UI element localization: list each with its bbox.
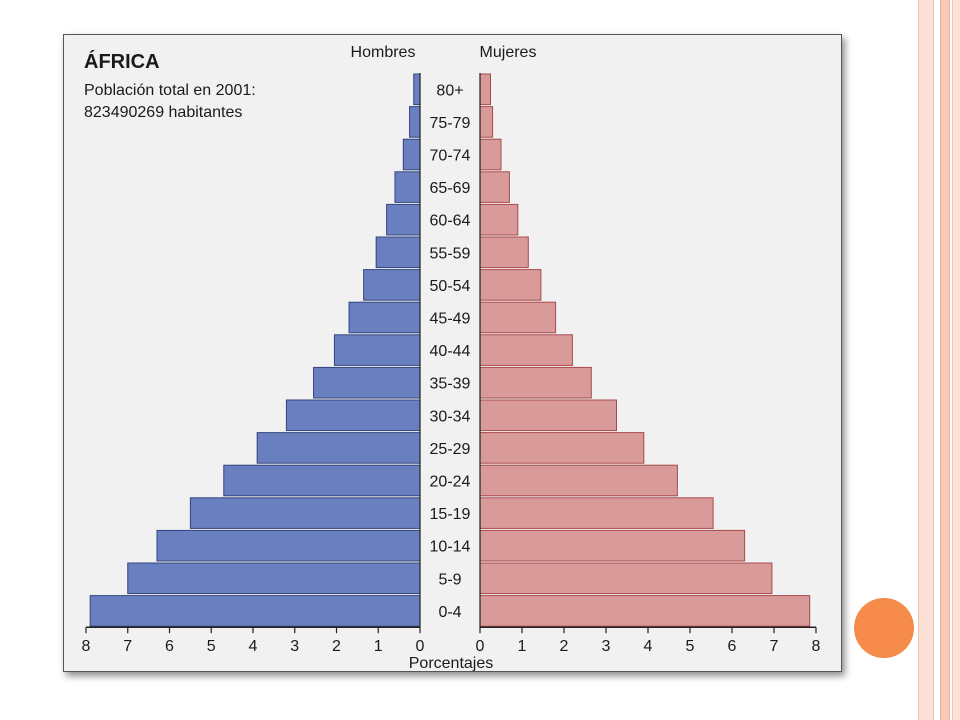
bar-women-65-69 bbox=[479, 171, 510, 203]
bar-women-15-19 bbox=[479, 497, 714, 529]
age-group-label: 35-39 bbox=[430, 376, 471, 393]
bar-men-65-69 bbox=[394, 171, 421, 203]
x-tick-label: 5 bbox=[686, 638, 695, 655]
bar-women-30-34 bbox=[479, 399, 617, 432]
x-tick-label: 0 bbox=[416, 638, 425, 655]
x-tick-label: 6 bbox=[728, 638, 737, 655]
age-group-label: 45-49 bbox=[430, 311, 471, 328]
x-tick-label: 7 bbox=[770, 638, 779, 655]
bar-men-50-54 bbox=[363, 269, 421, 301]
decorative-stripe bbox=[918, 0, 934, 720]
age-group-label: 15-19 bbox=[430, 506, 471, 523]
bar-women-60-64 bbox=[479, 203, 519, 236]
series-women-bars bbox=[479, 73, 811, 627]
bar-women-35-39 bbox=[479, 366, 592, 399]
series-men-bars bbox=[89, 73, 421, 627]
population-pyramid-chart: ÁFRICA Población total en 2001: 82349026… bbox=[82, 44, 821, 671]
x-tick-label: 7 bbox=[123, 638, 132, 655]
x-axes: 8 7 6 5 4 3 2 1 0 0 1 2 3 4 5 6 7 8 bbox=[82, 73, 821, 655]
bar-women-20-24 bbox=[479, 464, 678, 497]
bar-women-45-49 bbox=[479, 301, 557, 334]
x-tick-label: 0 bbox=[476, 638, 485, 655]
bar-women-40-44 bbox=[479, 334, 573, 366]
bar-men-60-64 bbox=[386, 203, 421, 236]
x-axis-label: Porcentajes bbox=[409, 655, 494, 671]
x-tick-label: 1 bbox=[518, 638, 527, 655]
bar-women-0-4 bbox=[479, 595, 811, 627]
age-group-label: 60-64 bbox=[430, 213, 471, 230]
x-tick-label: 3 bbox=[602, 638, 611, 655]
decorative-stripe bbox=[940, 0, 950, 720]
x-tick-label: 6 bbox=[165, 638, 174, 655]
age-group-label: 0-4 bbox=[438, 604, 461, 621]
x-tick-label: 8 bbox=[82, 638, 91, 655]
x-tick-label: 4 bbox=[249, 638, 258, 655]
bar-men-80plus bbox=[413, 73, 421, 106]
age-group-label: 65-69 bbox=[430, 180, 471, 197]
age-group-label: 55-59 bbox=[430, 245, 471, 262]
age-group-label: 75-79 bbox=[430, 115, 471, 132]
bar-men-30-34 bbox=[285, 399, 421, 432]
age-group-label: 5-9 bbox=[438, 571, 461, 588]
chart-subtitle-line-1: Población total en 2001: bbox=[84, 82, 256, 99]
bar-women-70-74 bbox=[479, 138, 502, 171]
age-group-label: 70-74 bbox=[430, 148, 471, 165]
age-group-label: 10-14 bbox=[430, 539, 471, 556]
bar-men-45-49 bbox=[348, 301, 421, 334]
x-tick-label: 2 bbox=[560, 638, 569, 655]
x-tick-label: 1 bbox=[374, 638, 383, 655]
bar-women-10-14 bbox=[479, 529, 746, 562]
population-pyramid-figure: ÁFRICA Población total en 2001: 82349026… bbox=[63, 34, 842, 672]
bar-men-20-24 bbox=[223, 464, 421, 497]
bar-men-55-59 bbox=[375, 236, 421, 269]
legend-label-women: Mujeres bbox=[480, 44, 537, 61]
bar-men-25-29 bbox=[256, 432, 421, 464]
bar-men-75-79 bbox=[409, 106, 421, 138]
x-tick-label: 5 bbox=[207, 638, 216, 655]
bar-women-80plus bbox=[479, 73, 491, 106]
age-group-label: 25-29 bbox=[430, 441, 471, 458]
legend-label-men: Hombres bbox=[351, 44, 416, 61]
age-group-label: 20-24 bbox=[430, 474, 471, 491]
bar-women-55-59 bbox=[479, 236, 529, 269]
bar-women-5-9 bbox=[479, 562, 773, 595]
decorative-stripe bbox=[952, 0, 960, 720]
bar-men-15-19 bbox=[189, 497, 421, 529]
bar-men-40-44 bbox=[333, 334, 421, 366]
bar-men-70-74 bbox=[402, 138, 421, 171]
bar-women-50-54 bbox=[479, 269, 542, 301]
chart-title: ÁFRICA bbox=[84, 50, 160, 73]
age-group-labels: 80+ 75-79 70-74 65-69 60-64 55-59 50-54 45-49 40… bbox=[430, 82, 471, 621]
bar-men-5-9 bbox=[127, 562, 421, 595]
bar-women-75-79 bbox=[479, 106, 494, 138]
bar-men-10-14 bbox=[156, 529, 421, 562]
x-tick-label: 8 bbox=[812, 638, 821, 655]
x-tick-label: 3 bbox=[290, 638, 299, 655]
bar-men-0-4 bbox=[89, 595, 421, 627]
bar-men-35-39 bbox=[313, 366, 421, 399]
age-group-label: 80+ bbox=[436, 82, 463, 99]
age-group-label: 40-44 bbox=[430, 343, 471, 360]
decorative-orange-circle bbox=[854, 598, 914, 658]
bar-women-25-29 bbox=[479, 432, 645, 464]
x-tick-label: 2 bbox=[332, 638, 341, 655]
age-group-label: 50-54 bbox=[430, 278, 471, 295]
chart-subtitle-line-2: 823490269 habitantes bbox=[84, 104, 242, 121]
age-group-label: 30-34 bbox=[430, 408, 471, 425]
x-tick-label: 4 bbox=[644, 638, 653, 655]
